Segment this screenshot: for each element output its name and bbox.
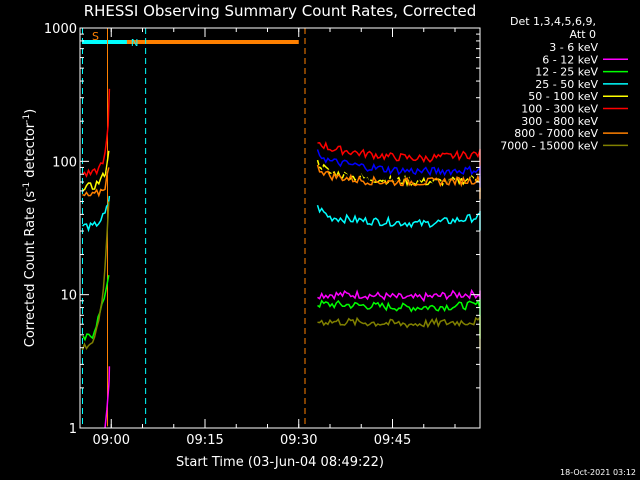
- y-tick-label: 1: [69, 422, 77, 437]
- y-tick-label: 10: [60, 289, 77, 304]
- y-label-part: Corrected Count Rate (s: [23, 191, 38, 348]
- legend-entry-label: 50 - 100 keV: [528, 90, 598, 103]
- x-tick-label: 09:15: [186, 433, 223, 448]
- chart-title: RHESSI Observing Summary Count Rates, Co…: [84, 2, 477, 20]
- legend-entry-label: 7000 - 15000 keV: [500, 139, 598, 152]
- x-tick-label: 09:00: [93, 433, 130, 448]
- x-tick-label: 09:45: [374, 433, 411, 448]
- plot-frame: [79, 27, 481, 429]
- legend-entry-label: 12 - 25 keV: [535, 66, 598, 79]
- y-label-sup: -1: [22, 182, 32, 191]
- footer-timestamp: 18-Oct-2021 03:12: [560, 468, 636, 477]
- y-axis-label: Corrected Count Rate (s-1 detector-1): [22, 109, 38, 347]
- legend-entry-label: 800 - 7000 keV: [514, 127, 598, 140]
- y-tick-label: 100: [52, 155, 77, 170]
- legend-header-detectors: Det 1,3,4,5,6,9,: [510, 15, 596, 28]
- legend-header-attenuator: Att 0: [570, 28, 596, 41]
- flag-bars: SN: [82, 30, 299, 49]
- legend-entry-label: 6 - 12 keV: [542, 53, 598, 66]
- y-label-part: ): [23, 109, 38, 114]
- x-axis-ticks: 09:00 09:15 09:30 09:45: [79, 28, 456, 448]
- legend-entry-label: 25 - 50 keV: [535, 78, 598, 91]
- y-tick-label: 1000: [44, 22, 77, 37]
- y-label-sup: -1: [22, 114, 32, 123]
- legend-entry-label: 3 - 6 keV: [549, 41, 598, 54]
- saa-flag-label: S: [92, 30, 99, 43]
- x-axis-label: Start Time (03-Jun-04 08:49:22): [176, 455, 384, 470]
- legend-entry-label: 300 - 800 keV: [521, 115, 598, 128]
- y-label-part: detector: [23, 122, 38, 182]
- night-flag-label: N: [131, 38, 138, 49]
- legend-entry-label: 100 - 300 keV: [521, 103, 598, 116]
- x-tick-label: 09:30: [280, 433, 317, 448]
- y-axis-ticks: 1 10 100 1000: [44, 22, 480, 437]
